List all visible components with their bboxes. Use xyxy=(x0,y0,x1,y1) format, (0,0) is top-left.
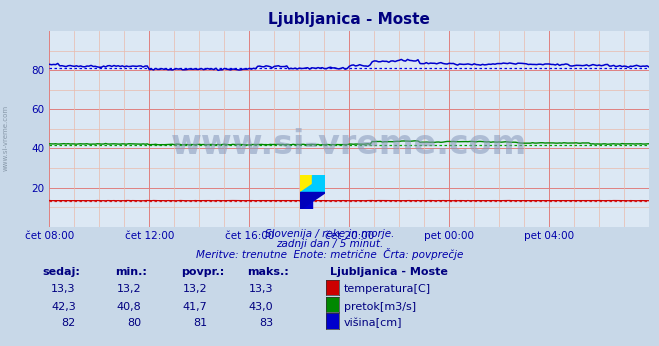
Text: 80: 80 xyxy=(128,318,142,328)
Text: 81: 81 xyxy=(194,318,208,328)
Text: 41,7: 41,7 xyxy=(183,302,208,312)
Text: povpr.:: povpr.: xyxy=(181,267,225,277)
Text: 13,3: 13,3 xyxy=(249,284,273,294)
Bar xyxy=(300,175,312,192)
Text: Ljubljanica - Moste: Ljubljanica - Moste xyxy=(330,267,447,277)
Text: 13,2: 13,2 xyxy=(117,284,142,294)
Text: Slovenija / reke in morje.: Slovenija / reke in morje. xyxy=(265,229,394,239)
Text: višina[cm]: višina[cm] xyxy=(344,318,403,328)
Text: Meritve: trenutne  Enote: metrične  Črta: povprečje: Meritve: trenutne Enote: metrične Črta: … xyxy=(196,248,463,260)
Polygon shape xyxy=(300,175,325,192)
Text: 42,3: 42,3 xyxy=(51,302,76,312)
Text: 40,8: 40,8 xyxy=(117,302,142,312)
Text: www.si-vreme.com: www.si-vreme.com xyxy=(2,105,9,172)
Text: www.si-vreme.com: www.si-vreme.com xyxy=(171,128,527,161)
Text: 43,0: 43,0 xyxy=(249,302,273,312)
Text: sedaj:: sedaj: xyxy=(43,267,80,277)
Text: 13,3: 13,3 xyxy=(51,284,76,294)
Polygon shape xyxy=(300,192,325,209)
Bar xyxy=(312,175,325,192)
Title: Ljubljanica - Moste: Ljubljanica - Moste xyxy=(268,12,430,27)
Text: temperatura[C]: temperatura[C] xyxy=(344,284,431,294)
Text: min.:: min.: xyxy=(115,267,147,277)
Text: 82: 82 xyxy=(61,318,76,328)
Text: 13,2: 13,2 xyxy=(183,284,208,294)
Text: pretok[m3/s]: pretok[m3/s] xyxy=(344,302,416,312)
Text: maks.:: maks.: xyxy=(247,267,289,277)
Bar xyxy=(300,192,312,209)
Text: zadnji dan / 5 minut.: zadnji dan / 5 minut. xyxy=(276,239,383,249)
Text: 83: 83 xyxy=(260,318,273,328)
